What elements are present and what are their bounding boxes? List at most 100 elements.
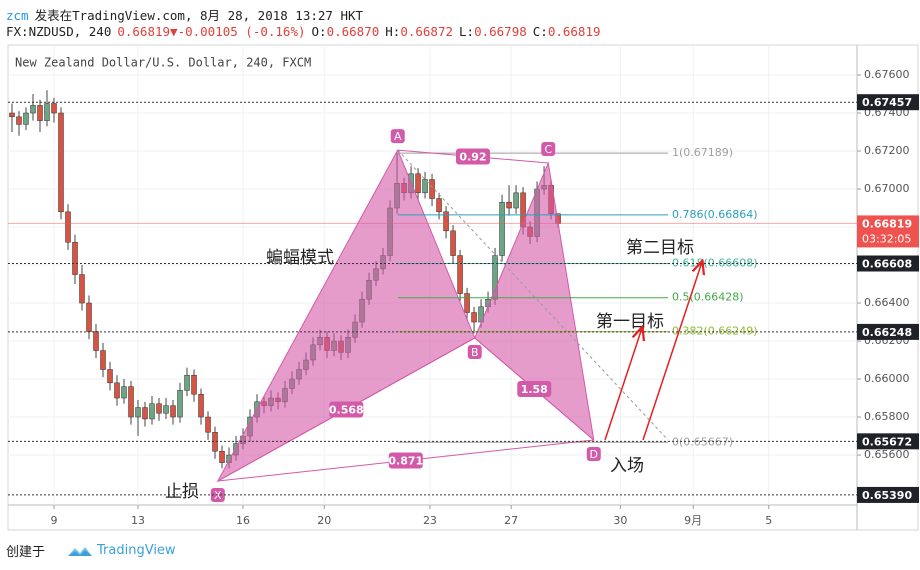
price-label: 0.65672	[862, 435, 912, 448]
point-box	[541, 141, 556, 156]
x-tick-label: 16	[236, 514, 250, 527]
brand: TradingView	[97, 543, 176, 558]
candle-body	[436, 198, 442, 213]
candle-body	[170, 405, 176, 418]
candle-body	[128, 386, 134, 418]
point-label: X	[214, 489, 222, 502]
annotation: 蝙蝠模式	[266, 248, 334, 268]
y-tick-label: 0.67000	[864, 182, 910, 195]
y-tick-label: 0.67600	[864, 68, 910, 81]
price-label-box	[857, 94, 919, 111]
candle-body	[142, 407, 148, 420]
last-price-label: 0.66819	[862, 217, 912, 230]
candle-body	[177, 390, 183, 418]
annotation: 第二目标	[626, 238, 694, 258]
header-line-2: FX:NZDUSD, 240 0.66819▼-0.00105 (-0.16%) O…	[6, 24, 601, 39]
price-label: 0.65390	[862, 489, 912, 502]
candle-body	[205, 416, 211, 433]
chart: 0.656000.658000.660000.662000.664000.666…	[7, 44, 919, 531]
candle-body	[93, 331, 99, 351]
frame	[7, 44, 919, 531]
price-label-box	[857, 433, 919, 450]
x-tick-label: 9	[50, 514, 57, 527]
x-tick-label: 30	[613, 514, 627, 527]
point-box	[467, 344, 482, 359]
pattern-area	[474, 161, 595, 442]
candle-body	[149, 403, 155, 420]
candle-body	[191, 374, 197, 395]
ratio-box	[329, 401, 364, 418]
price-label-box	[857, 486, 919, 503]
ratio-box	[517, 381, 552, 398]
last: 0.66819	[117, 24, 171, 39]
retracement-line	[397, 149, 669, 441]
candle-body	[450, 230, 456, 256]
change: -0.00105 (-0.16%)	[177, 24, 306, 39]
candle-body	[44, 103, 50, 121]
x-tick-label: 23	[423, 514, 437, 527]
direction: ▼	[170, 24, 178, 39]
ratio-label: 0.568	[329, 404, 364, 417]
ohlc-value: 0.66819	[547, 24, 601, 39]
candle-body	[107, 369, 113, 384]
footer: 创建于 TradingView	[6, 541, 176, 560]
ratio-label: 0.871	[388, 455, 423, 468]
countdown: 03:32:05	[862, 232, 911, 245]
y-tick-label: 0.65600	[864, 448, 910, 461]
candle-body	[135, 407, 141, 418]
ohlc-key: C:	[532, 24, 548, 39]
candle-body	[121, 386, 127, 399]
fib-label: 0(0.65667)	[672, 435, 733, 448]
candle-body	[219, 450, 225, 463]
candle-body	[163, 405, 169, 414]
ratio-label: 0.92	[459, 151, 486, 164]
fib-label: 1(0.67189)	[672, 146, 733, 159]
ohlc-key: H:	[385, 24, 401, 39]
candle-body	[72, 241, 78, 275]
ohlc-value: 0.66872	[400, 24, 454, 39]
candle-body	[471, 312, 477, 323]
annotation: 入场	[610, 456, 644, 476]
annotation: 止损	[165, 482, 199, 502]
price-label-box	[857, 323, 919, 340]
arrow	[642, 262, 702, 441]
price-label-box	[857, 255, 919, 272]
fib-label: 0.382(0.66249)	[672, 325, 758, 338]
ratio-label: 1.58	[521, 383, 548, 396]
arrow	[604, 328, 642, 441]
candle-body	[198, 393, 204, 418]
ohlc-key: L:	[459, 24, 475, 39]
candle-body	[23, 112, 29, 125]
last-price-box	[857, 215, 919, 248]
candle-body	[422, 179, 428, 194]
header-line-1: zcm 发表在TradingView.com, 8月 28, 2018 13:27…	[6, 5, 363, 24]
fib-label: 0.5(0.66428)	[672, 291, 744, 304]
candle-body	[58, 112, 64, 213]
y-tick-label: 0.65800	[864, 410, 910, 423]
candle-body	[37, 105, 43, 121]
chart-title: New Zealand Dollar/U.S. Dollar, 240, FXC…	[15, 56, 311, 70]
candle-body	[513, 192, 519, 209]
candle-body	[30, 105, 36, 114]
price-label: 0.67457	[862, 96, 912, 109]
x-tick-label: 9月	[684, 514, 702, 527]
author: zcm	[6, 8, 29, 23]
candle-body	[457, 255, 463, 294]
published: 发表在TradingView.com, 8月 28, 2018 13:27 HK…	[34, 8, 364, 23]
price-label: 0.66608	[862, 258, 912, 271]
candle-body	[9, 112, 15, 118]
x-tick-label: 27	[504, 514, 518, 527]
x-tick-label: 20	[317, 514, 331, 527]
x-tick-label: 5	[765, 514, 772, 527]
annotation: 第一目标	[596, 312, 664, 332]
point-label: C	[544, 143, 552, 156]
point-label: A	[394, 130, 402, 143]
point-label: B	[471, 346, 479, 359]
candle-body	[79, 274, 85, 304]
created: 创建于	[6, 545, 46, 560]
candle-body	[86, 302, 92, 332]
ohlc-value: 0.66798	[474, 24, 527, 39]
y-tick-label: 0.66400	[864, 296, 910, 309]
candle-body	[156, 403, 162, 414]
